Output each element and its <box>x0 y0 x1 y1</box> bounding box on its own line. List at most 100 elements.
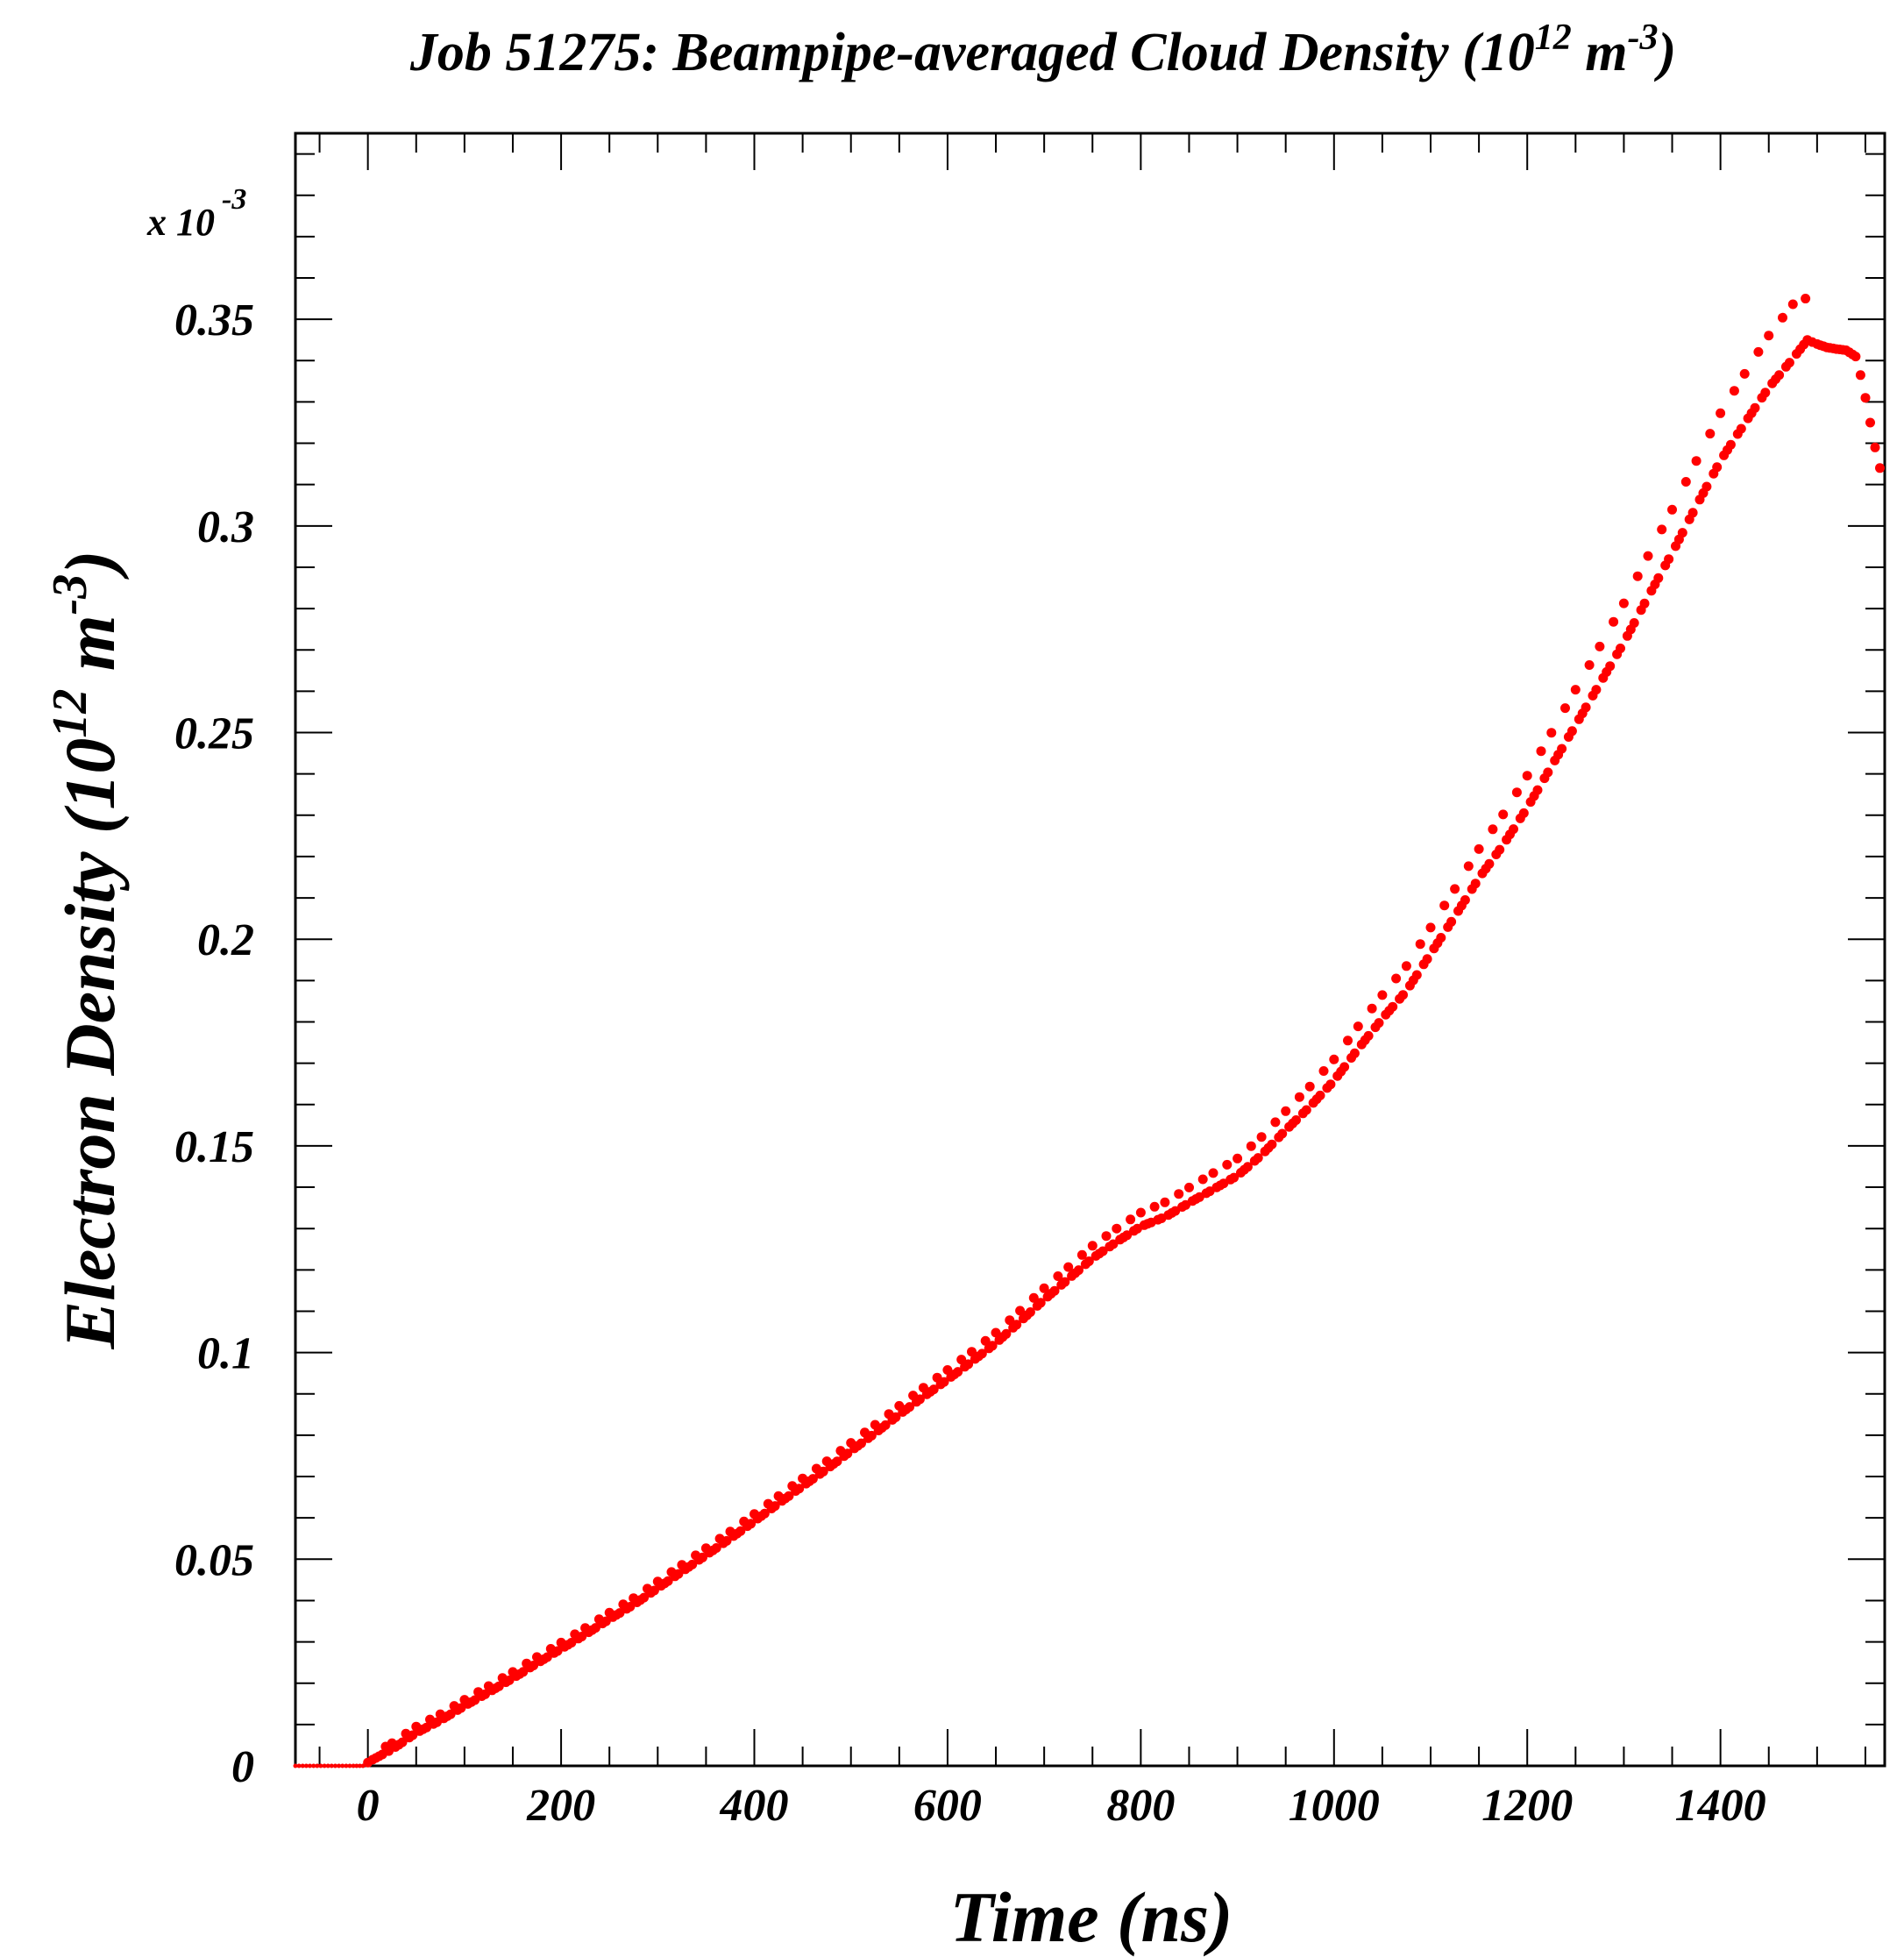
data-point <box>1425 922 1436 933</box>
data-point <box>1363 1030 1374 1041</box>
data-point <box>832 1456 842 1467</box>
data-point <box>1702 481 1712 492</box>
data-point <box>1012 1320 1022 1330</box>
data-point <box>1875 463 1885 473</box>
data-point <box>1377 990 1388 1000</box>
data-point <box>1605 661 1616 672</box>
data-point <box>866 1430 877 1441</box>
data-point <box>340 1763 345 1768</box>
x-tick-label: 1400 <box>1675 1781 1766 1831</box>
data-point <box>1398 990 1408 1000</box>
data-point <box>1764 331 1774 341</box>
data-point <box>1484 858 1495 869</box>
data-point <box>1436 933 1446 943</box>
data-point <box>590 1623 600 1633</box>
data-point <box>1618 598 1629 608</box>
data-point <box>1760 388 1771 398</box>
data-point <box>303 1763 309 1768</box>
data-point <box>991 1327 1001 1338</box>
data-point <box>1567 726 1577 737</box>
data-point <box>1616 644 1625 653</box>
data-point <box>1246 1141 1256 1151</box>
data-point <box>1750 402 1760 413</box>
data-point <box>1680 477 1691 487</box>
data-point <box>1005 1315 1015 1326</box>
data-point <box>322 1763 327 1768</box>
data-point <box>673 1569 684 1579</box>
data-point <box>891 1412 901 1422</box>
data-point <box>308 1763 312 1768</box>
data-point <box>1035 1298 1046 1308</box>
data-point <box>1632 571 1643 581</box>
data-point <box>1401 961 1411 971</box>
data-point <box>1474 843 1484 854</box>
data-point <box>1865 417 1875 428</box>
data-point <box>1256 1132 1267 1142</box>
data-point <box>687 1559 698 1569</box>
data-point <box>1349 1048 1360 1058</box>
data-point <box>1415 939 1425 950</box>
data-point <box>566 1638 577 1647</box>
data-point <box>1643 551 1653 561</box>
data-point <box>445 1709 456 1719</box>
data-point <box>1595 641 1605 651</box>
data-point <box>1001 1328 1012 1339</box>
data-point <box>577 1632 587 1641</box>
data-point <box>1049 1285 1060 1296</box>
data-point <box>1294 1092 1304 1102</box>
x-tick-label: 1200 <box>1481 1781 1573 1831</box>
data-point <box>818 1466 828 1477</box>
data-point <box>318 1763 323 1768</box>
data-point <box>1233 1153 1243 1164</box>
data-point <box>1581 702 1591 713</box>
data-point <box>1667 504 1677 515</box>
data-point <box>1739 368 1750 379</box>
y-tick-label: 0.2 <box>197 915 254 965</box>
data-point <box>300 1763 305 1768</box>
data-point <box>1729 386 1739 396</box>
data-point <box>1591 685 1602 695</box>
data-point <box>337 1763 342 1768</box>
data-point <box>1229 1172 1240 1183</box>
data-point <box>1281 1106 1291 1116</box>
data-point <box>1025 1307 1035 1317</box>
data-point <box>1028 1292 1039 1303</box>
data-point <box>351 1763 356 1768</box>
data-point <box>905 1402 915 1413</box>
data-point <box>807 1474 818 1484</box>
data-point <box>663 1576 673 1586</box>
data-point <box>1753 346 1764 357</box>
data-point <box>1860 393 1871 403</box>
data-point <box>1536 746 1546 757</box>
data-point <box>1108 1239 1119 1249</box>
data-point <box>967 1347 977 1357</box>
data-point <box>1787 299 1798 310</box>
data-point <box>1664 554 1674 565</box>
data-point <box>1197 1174 1208 1185</box>
data-point <box>1060 1277 1070 1287</box>
data-point <box>1174 1189 1184 1199</box>
data-point <box>1488 824 1498 835</box>
data-point <box>987 1341 998 1351</box>
data-point <box>1557 744 1567 754</box>
data-point <box>1126 1214 1136 1225</box>
data-point <box>698 1552 707 1562</box>
data-point <box>1208 1168 1218 1178</box>
data-point <box>1736 423 1746 434</box>
data-point <box>1609 616 1619 627</box>
data-point <box>1450 884 1460 894</box>
data-point <box>1532 785 1543 795</box>
data-point <box>1353 1021 1363 1032</box>
data-point <box>1801 294 1811 304</box>
data-point <box>625 1602 636 1612</box>
data-point <box>1870 442 1880 452</box>
x-tick-label: 0 <box>357 1781 380 1831</box>
data-point <box>1184 1182 1194 1192</box>
data-point <box>1712 462 1723 473</box>
chart-title: Job 51275: Beampipe-averaged Cloud Densi… <box>409 18 1676 82</box>
y-multiplier: x 10-3 <box>146 183 246 244</box>
data-point <box>1098 1246 1108 1256</box>
data-point <box>397 1737 408 1747</box>
data-point <box>1301 1105 1311 1115</box>
